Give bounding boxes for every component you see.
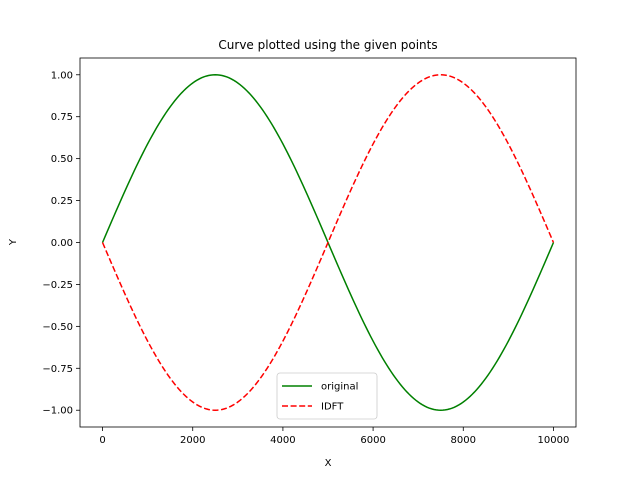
y-tick-label: −1.00 [42,406,73,417]
series-line-idft [101,74,555,411]
legend-label: original [321,382,358,393]
x-tick-label: 2000 [180,435,205,446]
y-tick-label: 0.75 [51,112,73,123]
x-tick-label: 6000 [360,435,385,446]
x-tick-label: 8000 [451,435,476,446]
y-axis: 1.00 0.75 0.50 0.25 0.00 −0.25 −0.50 −0.75 −1.00 [42,70,80,417]
x-axis: 0 2000 4000 6000 8000 10000 [99,427,569,446]
chart-title: Curve plotted using the given points [218,38,437,52]
series-layer [101,74,555,411]
legend-label: IDFT [321,402,344,413]
x-tick-label: 4000 [270,435,295,446]
y-tick-label: −0.25 [42,280,73,291]
y-tick-label: 0.25 [51,196,73,207]
legend-box [276,372,378,420]
x-tick-label: 10000 [538,435,570,446]
y-tick-label: −0.50 [42,322,73,333]
y-tick-label: −0.75 [42,364,73,375]
y-tick-label: 0.00 [51,238,73,249]
y-tick-label: 1.00 [51,70,73,81]
y-tick-label: 0.50 [51,154,73,165]
y-axis-label: Y [8,238,19,246]
x-axis-label: X [325,458,332,469]
x-tick-label: 0 [99,435,105,446]
legend: original IDFT [276,372,378,420]
